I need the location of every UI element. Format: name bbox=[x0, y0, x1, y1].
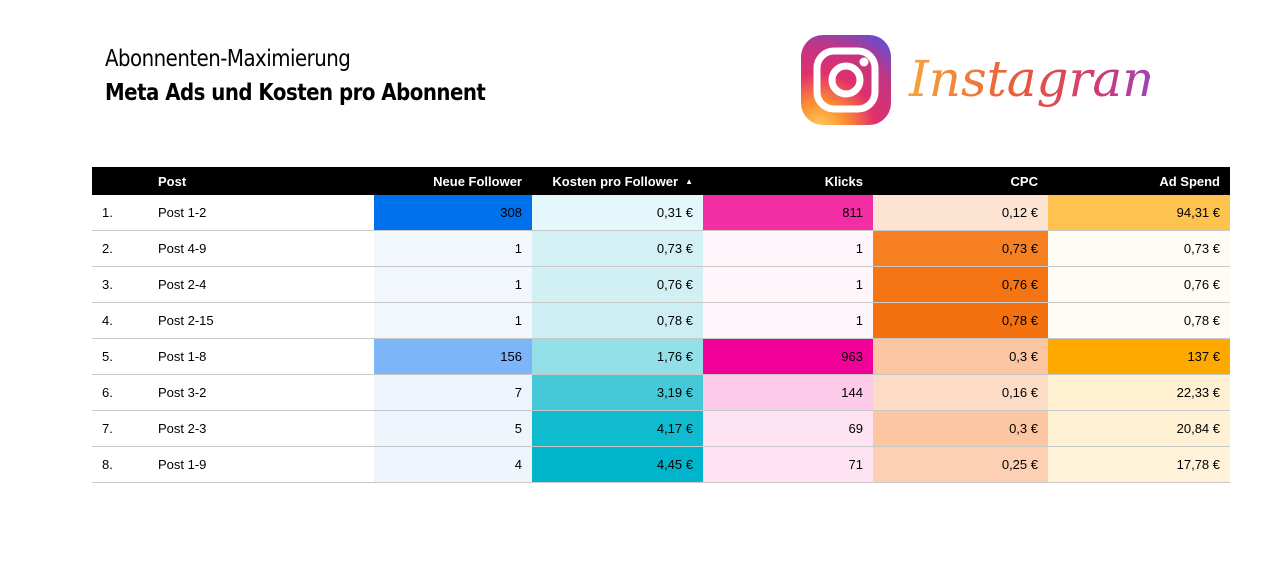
table-row: 3. Post 2-4 1 0,76 € 1 0,76 € 0,76 € bbox=[92, 267, 1230, 303]
ad-spend-cell: 17,78 € bbox=[1048, 447, 1230, 482]
neue-follower-cell: 1 bbox=[374, 231, 532, 266]
cpc-cell: 0,3 € bbox=[873, 339, 1048, 374]
post-cell: Post 1-8 bbox=[158, 349, 207, 364]
header-ad-spend[interactable]: Ad Spend bbox=[1048, 174, 1230, 189]
header-ad-spend-label: Ad Spend bbox=[1159, 173, 1220, 189]
cpc-cell: 0,78 € bbox=[873, 303, 1048, 338]
header-post[interactable]: Post bbox=[158, 174, 374, 189]
klicks-cell: 69 bbox=[703, 411, 873, 446]
header-neue-follower[interactable]: Neue Follower bbox=[374, 174, 532, 189]
row-index: 3. bbox=[102, 277, 113, 292]
post-cell: Post 3-2 bbox=[158, 385, 207, 400]
cpc-cell: 0,76 € bbox=[873, 267, 1048, 302]
klicks-cell: 144 bbox=[703, 375, 873, 410]
header-klicks-label: Klicks bbox=[824, 173, 863, 189]
table-row: 1. Post 1-2 308 0,31 € 811 0,12 € 94,31 … bbox=[92, 195, 1230, 231]
table-row: 6. Post 3-2 7 3,19 € 144 0,16 € 22,33 € bbox=[92, 375, 1230, 411]
post-cell: Post 2-4 bbox=[158, 277, 207, 292]
ad-spend-cell: 137 € bbox=[1048, 339, 1230, 374]
post-cell: Post 2-3 bbox=[158, 421, 207, 436]
kosten-pro-follower-cell: 1,76 € bbox=[532, 339, 703, 374]
ad-spend-cell: 94,31 € bbox=[1048, 195, 1230, 230]
neue-follower-cell: 5 bbox=[374, 411, 532, 446]
neue-follower-cell: 7 bbox=[374, 375, 532, 410]
row-index: 2. bbox=[102, 241, 113, 256]
row-index: 5. bbox=[102, 349, 113, 364]
post-cell: Post 1-2 bbox=[158, 205, 207, 220]
klicks-cell: 1 bbox=[703, 303, 873, 338]
table-row: 7. Post 2-3 5 4,17 € 69 0,3 € 20,84 € bbox=[92, 411, 1230, 447]
neue-follower-cell: 4 bbox=[374, 447, 532, 482]
header-post-label: Post bbox=[158, 173, 187, 189]
cpc-cell: 0,73 € bbox=[873, 231, 1048, 266]
row-index: 4. bbox=[102, 313, 113, 328]
cpc-cell: 0,16 € bbox=[873, 375, 1048, 410]
klicks-cell: 811 bbox=[703, 195, 873, 230]
cpc-cell: 0,3 € bbox=[873, 411, 1048, 446]
ad-spend-cell: 22,33 € bbox=[1048, 375, 1230, 410]
neue-follower-cell: 308 bbox=[374, 195, 532, 230]
ad-spend-cell: 0,78 € bbox=[1048, 303, 1230, 338]
neue-follower-cell: 1 bbox=[374, 303, 532, 338]
kosten-pro-follower-cell: 3,19 € bbox=[532, 375, 703, 410]
ad-spend-cell: 0,76 € bbox=[1048, 267, 1230, 302]
svg-text:Instagram: Instagram bbox=[908, 50, 1150, 108]
post-cell: Post 2-15 bbox=[158, 313, 214, 328]
kosten-pro-follower-cell: 0,73 € bbox=[532, 231, 703, 266]
title-line-2: Meta Ads und Kosten pro Abonnent bbox=[105, 80, 486, 106]
row-index: 8. bbox=[102, 457, 113, 472]
title-line-1: Abonnenten-Maximierung bbox=[105, 46, 351, 72]
table-row: 5. Post 1-8 156 1,76 € 963 0,3 € 137 € bbox=[92, 339, 1230, 375]
post-cell: Post 4-9 bbox=[158, 241, 207, 256]
table-header: Post Neue Follower Kosten pro Follower ▲ … bbox=[92, 167, 1230, 195]
table-row: 8. Post 1-9 4 4,45 € 71 0,25 € 17,78 € bbox=[92, 447, 1230, 483]
neue-follower-cell: 1 bbox=[374, 267, 532, 302]
posts-table: Post Neue Follower Kosten pro Follower ▲ … bbox=[92, 167, 1230, 483]
row-index: 6. bbox=[102, 385, 113, 400]
kosten-pro-follower-cell: 0,76 € bbox=[532, 267, 703, 302]
ad-spend-cell: 0,73 € bbox=[1048, 231, 1230, 266]
header-cpc-label: CPC bbox=[1010, 173, 1038, 189]
header-kosten-pro-follower[interactable]: Kosten pro Follower ▲ bbox=[532, 174, 703, 189]
klicks-cell: 963 bbox=[703, 339, 873, 374]
instagram-icon bbox=[801, 35, 891, 125]
row-index: 1. bbox=[102, 205, 113, 220]
sort-ascending-icon[interactable]: ▲ bbox=[685, 176, 693, 186]
report-title: Abonnenten-Maximierung Meta Ads und Kost… bbox=[105, 42, 547, 110]
klicks-cell: 1 bbox=[703, 267, 873, 302]
table-row: 4. Post 2-15 1 0,78 € 1 0,78 € 0,78 € bbox=[92, 303, 1230, 339]
kosten-pro-follower-cell: 4,17 € bbox=[532, 411, 703, 446]
instagram-wordmark: Instagram bbox=[908, 50, 1150, 108]
ad-spend-cell: 20,84 € bbox=[1048, 411, 1230, 446]
post-cell: Post 1-9 bbox=[158, 457, 207, 472]
neue-follower-cell: 156 bbox=[374, 339, 532, 374]
row-index: 7. bbox=[102, 421, 113, 436]
klicks-cell: 71 bbox=[703, 447, 873, 482]
header-neue-follower-label: Neue Follower bbox=[433, 173, 522, 189]
kosten-pro-follower-cell: 0,78 € bbox=[532, 303, 703, 338]
kosten-pro-follower-cell: 0,31 € bbox=[532, 195, 703, 230]
header-kosten-pro-follower-label: Kosten pro Follower bbox=[552, 173, 679, 189]
cpc-cell: 0,25 € bbox=[873, 447, 1048, 482]
kosten-pro-follower-cell: 4,45 € bbox=[532, 447, 703, 482]
cpc-cell: 0,12 € bbox=[873, 195, 1048, 230]
klicks-cell: 1 bbox=[703, 231, 873, 266]
table-row: 2. Post 4-9 1 0,73 € 1 0,73 € 0,73 € bbox=[92, 231, 1230, 267]
header-cpc[interactable]: CPC bbox=[873, 174, 1048, 189]
header-klicks[interactable]: Klicks bbox=[703, 174, 873, 189]
